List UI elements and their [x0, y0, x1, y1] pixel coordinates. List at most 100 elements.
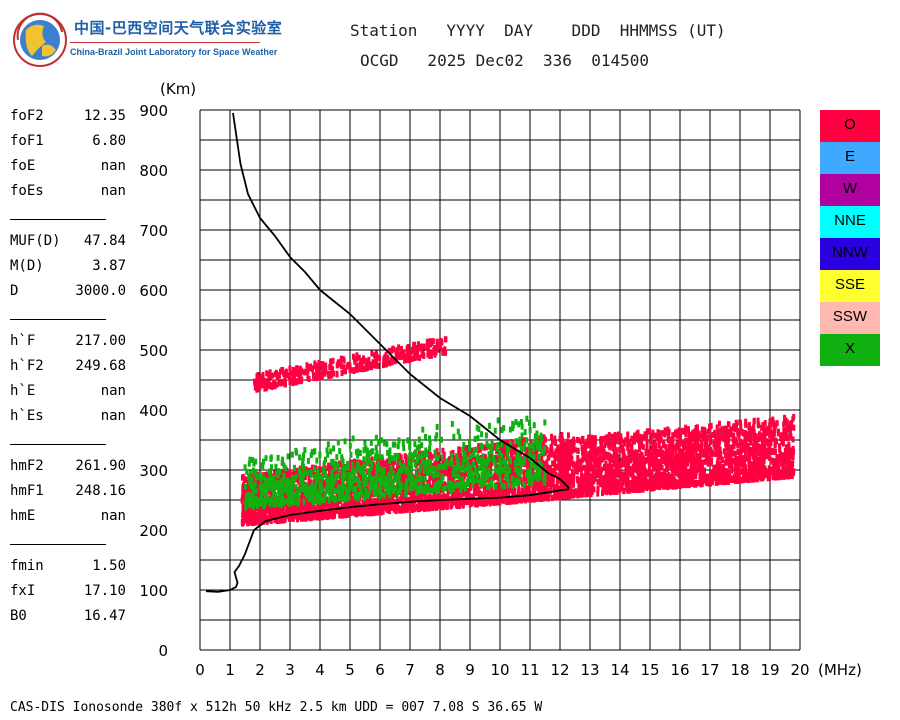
echo-point-o	[241, 484, 245, 491]
echo-point-o	[605, 484, 609, 491]
echo-point-o	[360, 460, 364, 467]
echo-point-o	[781, 435, 785, 442]
echo-point-o	[546, 492, 550, 499]
echo-point-o	[245, 510, 249, 517]
param-name: hmF2	[10, 458, 44, 474]
echo-point-o	[560, 464, 564, 471]
echo-point-o	[563, 441, 567, 448]
echo-point-o	[669, 460, 673, 467]
echo-point-o	[744, 452, 748, 459]
echo-point-o	[241, 473, 245, 480]
echo-point-o	[746, 433, 750, 440]
echo-point-o	[646, 456, 650, 463]
echo-point-o	[511, 498, 515, 505]
echo-point-o	[243, 516, 247, 523]
echo-point-o	[264, 472, 268, 479]
echo-point-o	[714, 440, 718, 447]
echo-point-o	[657, 448, 661, 455]
echo-point-o	[308, 503, 312, 510]
echo-point-o	[282, 517, 286, 524]
echo-point-o	[671, 433, 675, 440]
echo-point-o	[643, 431, 647, 438]
param-row: M(D) 3.87	[10, 258, 130, 283]
echo-point-o	[280, 508, 284, 515]
echo-point-o	[643, 458, 647, 465]
echo-point-o	[699, 432, 703, 439]
echo-point-o	[683, 471, 687, 478]
echo-point-o	[718, 473, 722, 480]
echo-point-o	[646, 480, 650, 487]
echo-point-o	[584, 470, 588, 477]
echo-point-o	[450, 498, 454, 505]
echo-point-o	[519, 442, 523, 449]
echo-point-o	[362, 507, 366, 514]
echo-point-o	[763, 441, 767, 448]
echo-point-o	[678, 480, 682, 487]
echo-point-o	[503, 479, 507, 486]
echo-point-o	[499, 496, 503, 503]
echo-point-o	[241, 506, 245, 513]
param-row: fxI 17.10	[10, 583, 130, 608]
echo-point-o	[591, 470, 595, 477]
echo-point-o	[728, 457, 732, 464]
echo-point-o	[428, 499, 432, 506]
echo-point-o	[430, 454, 434, 461]
param-value: 249.68	[75, 358, 126, 374]
logo-title: 中国-巴西空间天气联合实验室	[74, 19, 283, 37]
echo-point-o	[715, 463, 719, 470]
echo-point-o	[587, 468, 591, 475]
echo-point-o	[778, 450, 782, 457]
echo-point-o	[636, 471, 640, 478]
echo-point-o	[626, 480, 630, 487]
echo-point-o	[695, 453, 699, 460]
echo-point-o	[778, 446, 782, 453]
echo-point-o	[684, 475, 688, 482]
echo-point-o	[677, 449, 681, 456]
echo-point-o	[733, 458, 737, 465]
echo-point-o	[618, 470, 622, 477]
echo-point-o	[627, 457, 631, 464]
echo-point-o	[592, 478, 596, 485]
echo-point-o	[637, 434, 641, 441]
echo-point-o	[765, 453, 769, 460]
echo-point-o	[790, 452, 794, 459]
echo-point-o	[763, 433, 767, 440]
echo-point-o	[772, 459, 776, 466]
echo-point-o	[381, 488, 385, 495]
echo-point-o	[757, 443, 761, 450]
echo-point-o	[767, 465, 771, 472]
echo-point-o	[723, 459, 727, 466]
echo-point-o	[535, 452, 539, 459]
echo-point-o	[753, 453, 757, 460]
echo-point-o	[637, 459, 641, 466]
param-row: foF2 12.35	[10, 108, 130, 133]
echo-point-o	[591, 474, 595, 481]
echo-point-o	[474, 485, 478, 492]
echo-point-o	[626, 440, 630, 447]
echo-point-o	[638, 486, 642, 493]
echo-point-o	[522, 469, 526, 476]
echo-point-o	[547, 465, 551, 472]
echo-point-o	[266, 506, 270, 513]
echo-point-o	[715, 460, 719, 467]
echo-point-o	[374, 509, 378, 516]
echo-point-o	[676, 459, 680, 466]
echo-point-o	[701, 448, 705, 455]
echo-point-o	[458, 446, 462, 453]
echo-point-o	[331, 513, 335, 520]
echo-point-o	[650, 456, 654, 463]
echo-point-o	[626, 444, 630, 451]
echo-point-o	[500, 485, 504, 492]
param-row: foF1 6.80	[10, 133, 130, 158]
echo-point-o	[720, 478, 724, 485]
echo-point-o	[558, 493, 562, 500]
echo-point-o	[750, 476, 754, 483]
echo-point-o	[588, 489, 592, 496]
echo-point-o	[722, 463, 726, 470]
echo-point-o	[708, 447, 712, 454]
echo-point-o	[545, 471, 549, 478]
echo-point-o	[387, 503, 391, 510]
echo-point-o	[291, 515, 295, 522]
echo-point-o	[292, 372, 296, 379]
